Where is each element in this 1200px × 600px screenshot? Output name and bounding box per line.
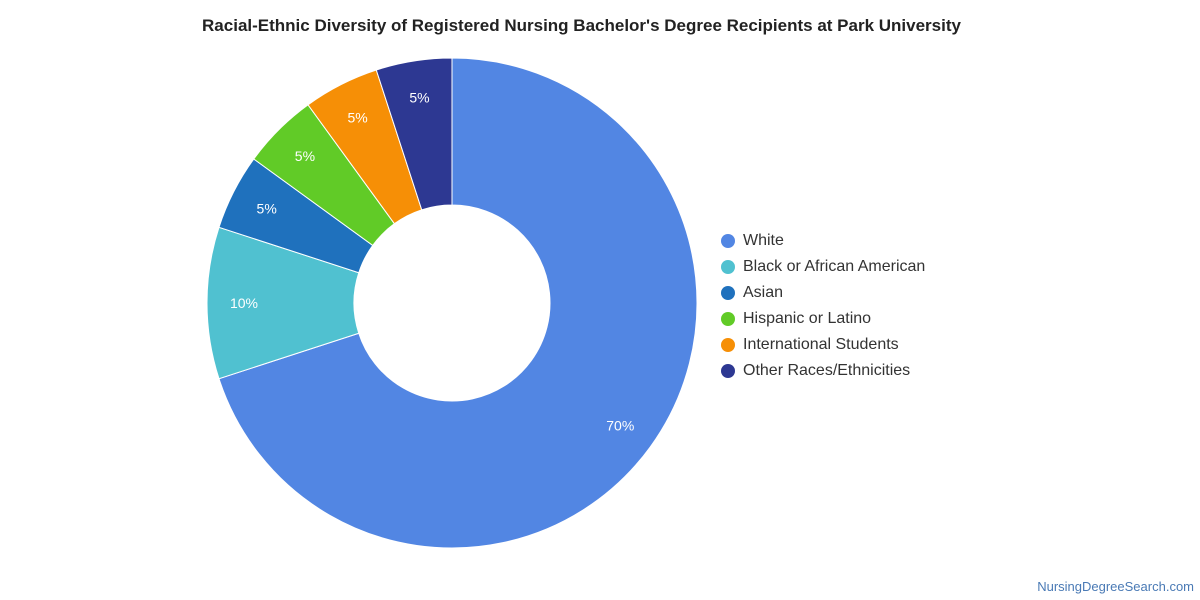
legend-item[interactable]: Other Races/Ethnicities <box>721 358 925 384</box>
legend-label: Hispanic or Latino <box>743 310 872 327</box>
slice-label: 5% <box>257 201 277 217</box>
legend-label: White <box>743 232 784 249</box>
legend-label: International Students <box>743 336 899 353</box>
slice-white[interactable] <box>218 57 698 549</box>
legend-label: Black or African American <box>743 258 926 275</box>
legend-swatch <box>721 234 735 248</box>
slice-other-races-ethnicities[interactable] <box>375 57 453 211</box>
slice-label: 5% <box>295 148 315 164</box>
chart-title: Racial-Ethnic Diversity of Registered Nu… <box>202 16 961 35</box>
legend-swatch <box>721 338 735 352</box>
legend-item[interactable]: Hispanic or Latino <box>721 306 925 332</box>
legend-swatch <box>721 286 735 300</box>
slice-label: 10% <box>230 295 258 311</box>
legend-item[interactable]: White <box>721 228 925 254</box>
source-link[interactable]: NursingDegreeSearch.com <box>1037 579 1194 594</box>
labels-layer: 70% 10% 5% 5% 5% 5% <box>230 90 634 434</box>
legend-item[interactable]: Black or African American <box>721 254 925 280</box>
chart-legend: White Black or African American Asian Hispa… <box>721 228 925 384</box>
slice-label: 70% <box>606 417 634 433</box>
legend-swatch <box>721 260 735 274</box>
legend-item[interactable]: Asian <box>721 280 925 306</box>
legend-label: Other Races/Ethnicities <box>743 362 911 379</box>
slice-label: 5% <box>347 110 367 126</box>
slices-layer <box>206 57 698 549</box>
legend-swatch <box>721 312 735 326</box>
legend-item[interactable]: International Students <box>721 332 925 358</box>
legend-swatch <box>721 364 735 378</box>
slice-label: 5% <box>409 90 429 106</box>
legend-label: Asian <box>743 284 784 301</box>
